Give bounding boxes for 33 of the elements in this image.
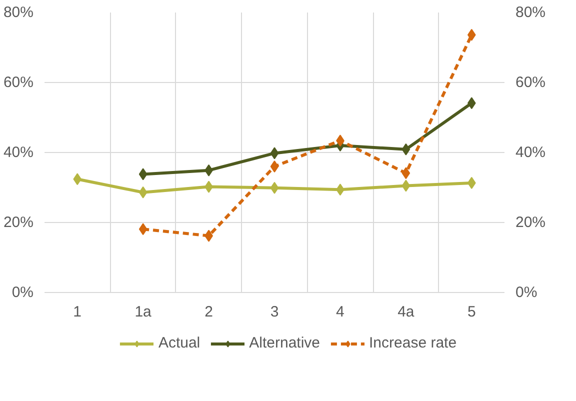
y2-tick-label: 40% bbox=[516, 144, 546, 161]
point bbox=[270, 160, 279, 172]
x-tick-label: 3 bbox=[270, 304, 279, 320]
x-tick-label: 4 bbox=[336, 304, 344, 320]
y2-tick-label: 80% bbox=[516, 4, 546, 21]
point bbox=[138, 223, 148, 236]
legend-label: Alternative bbox=[249, 334, 320, 352]
point bbox=[138, 168, 148, 180]
point bbox=[138, 186, 148, 198]
x-tick-label: 5 bbox=[467, 304, 476, 320]
point bbox=[467, 176, 476, 189]
x-tick-label: 2 bbox=[204, 304, 213, 320]
point bbox=[467, 97, 476, 110]
point bbox=[73, 173, 82, 186]
point bbox=[270, 182, 279, 194]
y-tick-label: 20% bbox=[3, 214, 34, 231]
point bbox=[402, 143, 410, 156]
point bbox=[402, 167, 410, 180]
y-tick-label: 40% bbox=[3, 144, 34, 161]
point bbox=[270, 147, 279, 160]
y-tick-label: 60% bbox=[3, 74, 34, 91]
legend-label: Increase rate bbox=[369, 334, 457, 352]
x-tick-label: 4a bbox=[398, 304, 415, 320]
x-tick-label: 1a bbox=[134, 304, 152, 320]
y2-tick-label: 20% bbox=[516, 214, 546, 231]
legend-label: Actual bbox=[158, 334, 200, 352]
y2-tick-label: 0% bbox=[516, 284, 538, 301]
y-tick-label: 80% bbox=[3, 4, 34, 21]
point bbox=[467, 28, 476, 41]
point bbox=[402, 180, 410, 192]
y-tick-label: 0% bbox=[12, 284, 34, 301]
x-tick-label: 1 bbox=[73, 304, 82, 320]
y2-tick-label: 60% bbox=[516, 74, 546, 91]
